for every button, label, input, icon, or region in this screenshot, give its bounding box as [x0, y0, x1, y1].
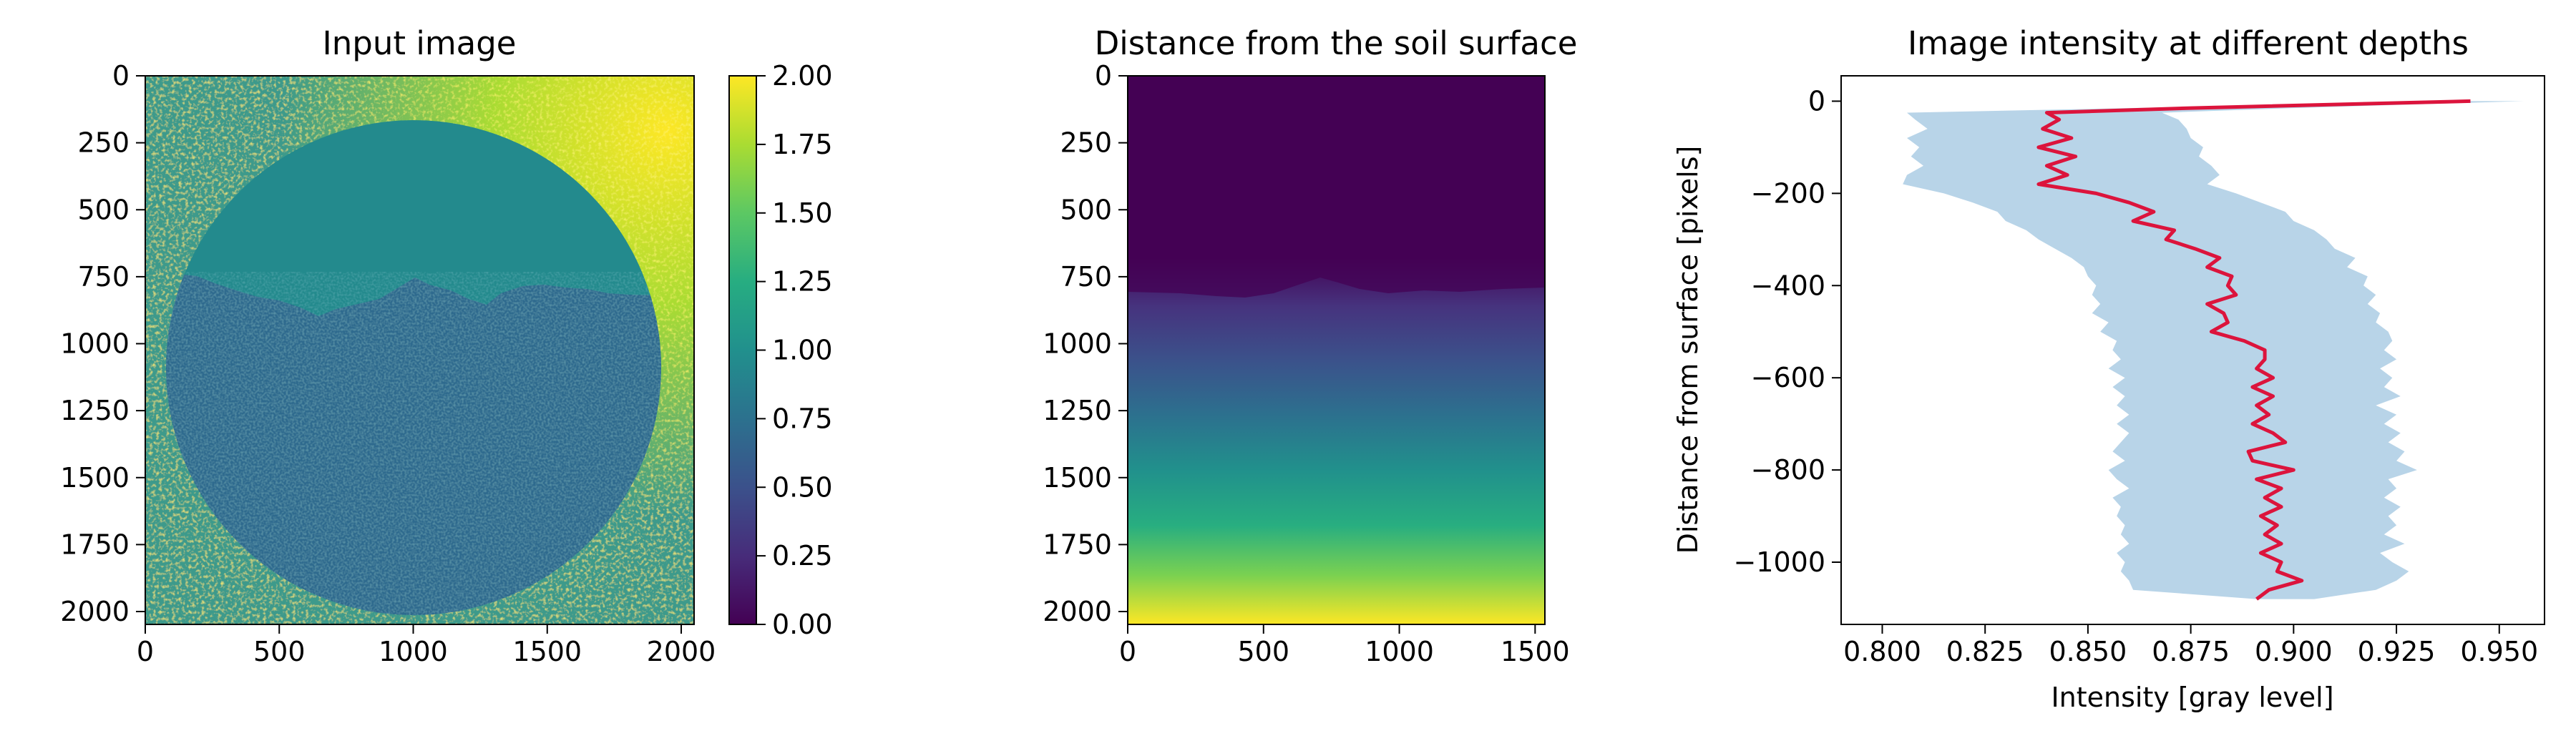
y-tick-label: 0 [1095, 60, 1112, 92]
panel-distance: Distance from the soil surface 0 500 1000 1… [1043, 24, 1577, 667]
x-tick-label: 0.875 [2152, 636, 2230, 667]
colorbar-tick-label: 0.75 [772, 403, 833, 434]
y-tick-label: 1500 [60, 462, 130, 494]
x-tick-label: 1000 [379, 636, 448, 667]
y-tick-label: 1000 [60, 328, 130, 360]
x-tick-label: 0.800 [1843, 636, 1921, 667]
y-tick-label: 1750 [1043, 529, 1112, 560]
panel-intensity-profile: Image intensity at different depths 0.80… [1672, 24, 2545, 713]
y-tick-label: −600 [1751, 362, 1825, 393]
intensity-spread-band [1903, 101, 2524, 599]
x-tick-label: 0.850 [2049, 636, 2127, 667]
x-tick-label: 0.900 [2255, 636, 2333, 667]
colorbar-tick-label: 1.50 [772, 197, 833, 229]
colorbar-tick-label: 0.25 [772, 540, 833, 571]
x-tick-label: 500 [253, 636, 306, 667]
y-tick-label: 250 [1060, 127, 1112, 159]
colorbar [729, 76, 756, 624]
y-tick-label: 1250 [1043, 395, 1112, 426]
y-tick-label: 500 [1060, 194, 1112, 225]
x-tick-label: 1500 [1501, 636, 1570, 667]
colorbar-ticks: 0.00 0.25 0.50 0.75 1.00 1.25 1.50 1.75 2.00 [756, 60, 833, 640]
x-tick-label: 1000 [1365, 636, 1434, 667]
x-tick-label: 0.925 [2358, 636, 2436, 667]
x-tick-label: 0 [1119, 636, 1136, 667]
y-tick-label: 1500 [1043, 462, 1112, 494]
colorbar-tick-label: 2.00 [772, 60, 833, 92]
y-tick-label: −400 [1751, 270, 1825, 301]
y-tick-label: 500 [77, 194, 130, 225]
y-tick-label: −200 [1751, 177, 1825, 209]
colorbar-tick-label: 1.00 [772, 335, 833, 366]
y-tick-label: −800 [1751, 454, 1825, 486]
input-image-heatmap [145, 76, 694, 624]
colorbar-tick-label: 1.75 [772, 129, 833, 160]
x-tick-label: 1500 [512, 636, 582, 667]
panel-input-image: Input image 0 500 1000 1500 2000025050075010… [60, 24, 832, 667]
colorbar-tick-label: 0.00 [772, 609, 833, 640]
x-tick-label: 500 [1238, 636, 1290, 667]
distance-heatmap [1128, 76, 1545, 624]
panel3-title: Image intensity at different depths [1908, 24, 2469, 62]
y-tick-label: 2000 [60, 596, 130, 627]
colorbar-tick-label: 0.50 [772, 471, 833, 503]
distance-surface-region [1128, 76, 1545, 298]
colorbar-tick-label: 1.25 [772, 266, 833, 298]
y-tick-label: 0 [1808, 85, 1825, 117]
y-tick-label: 750 [1060, 261, 1112, 293]
x-tick-label: 2000 [647, 636, 716, 667]
x-tick-label: 0 [137, 636, 154, 667]
y-tick-label: 2000 [1043, 596, 1112, 627]
y-tick-label: −1000 [1733, 546, 1825, 578]
panel3-ylabel: Distance from surface [pixels] [1672, 146, 1704, 554]
x-tick-label: 0.825 [1946, 636, 2024, 667]
y-tick-label: 0 [112, 60, 130, 92]
x-tick-label: 0.950 [2460, 636, 2538, 667]
y-tick-label: 1250 [60, 395, 130, 426]
panel3-xlabel: Intensity [gray level] [2051, 682, 2333, 713]
panel2-title: Distance from the soil surface [1095, 24, 1578, 62]
y-tick-label: 1000 [1043, 328, 1112, 360]
panel1-title: Input image [323, 24, 517, 62]
y-tick-label: 750 [77, 261, 130, 293]
y-tick-label: 1750 [60, 529, 130, 560]
y-tick-label: 250 [77, 127, 130, 159]
